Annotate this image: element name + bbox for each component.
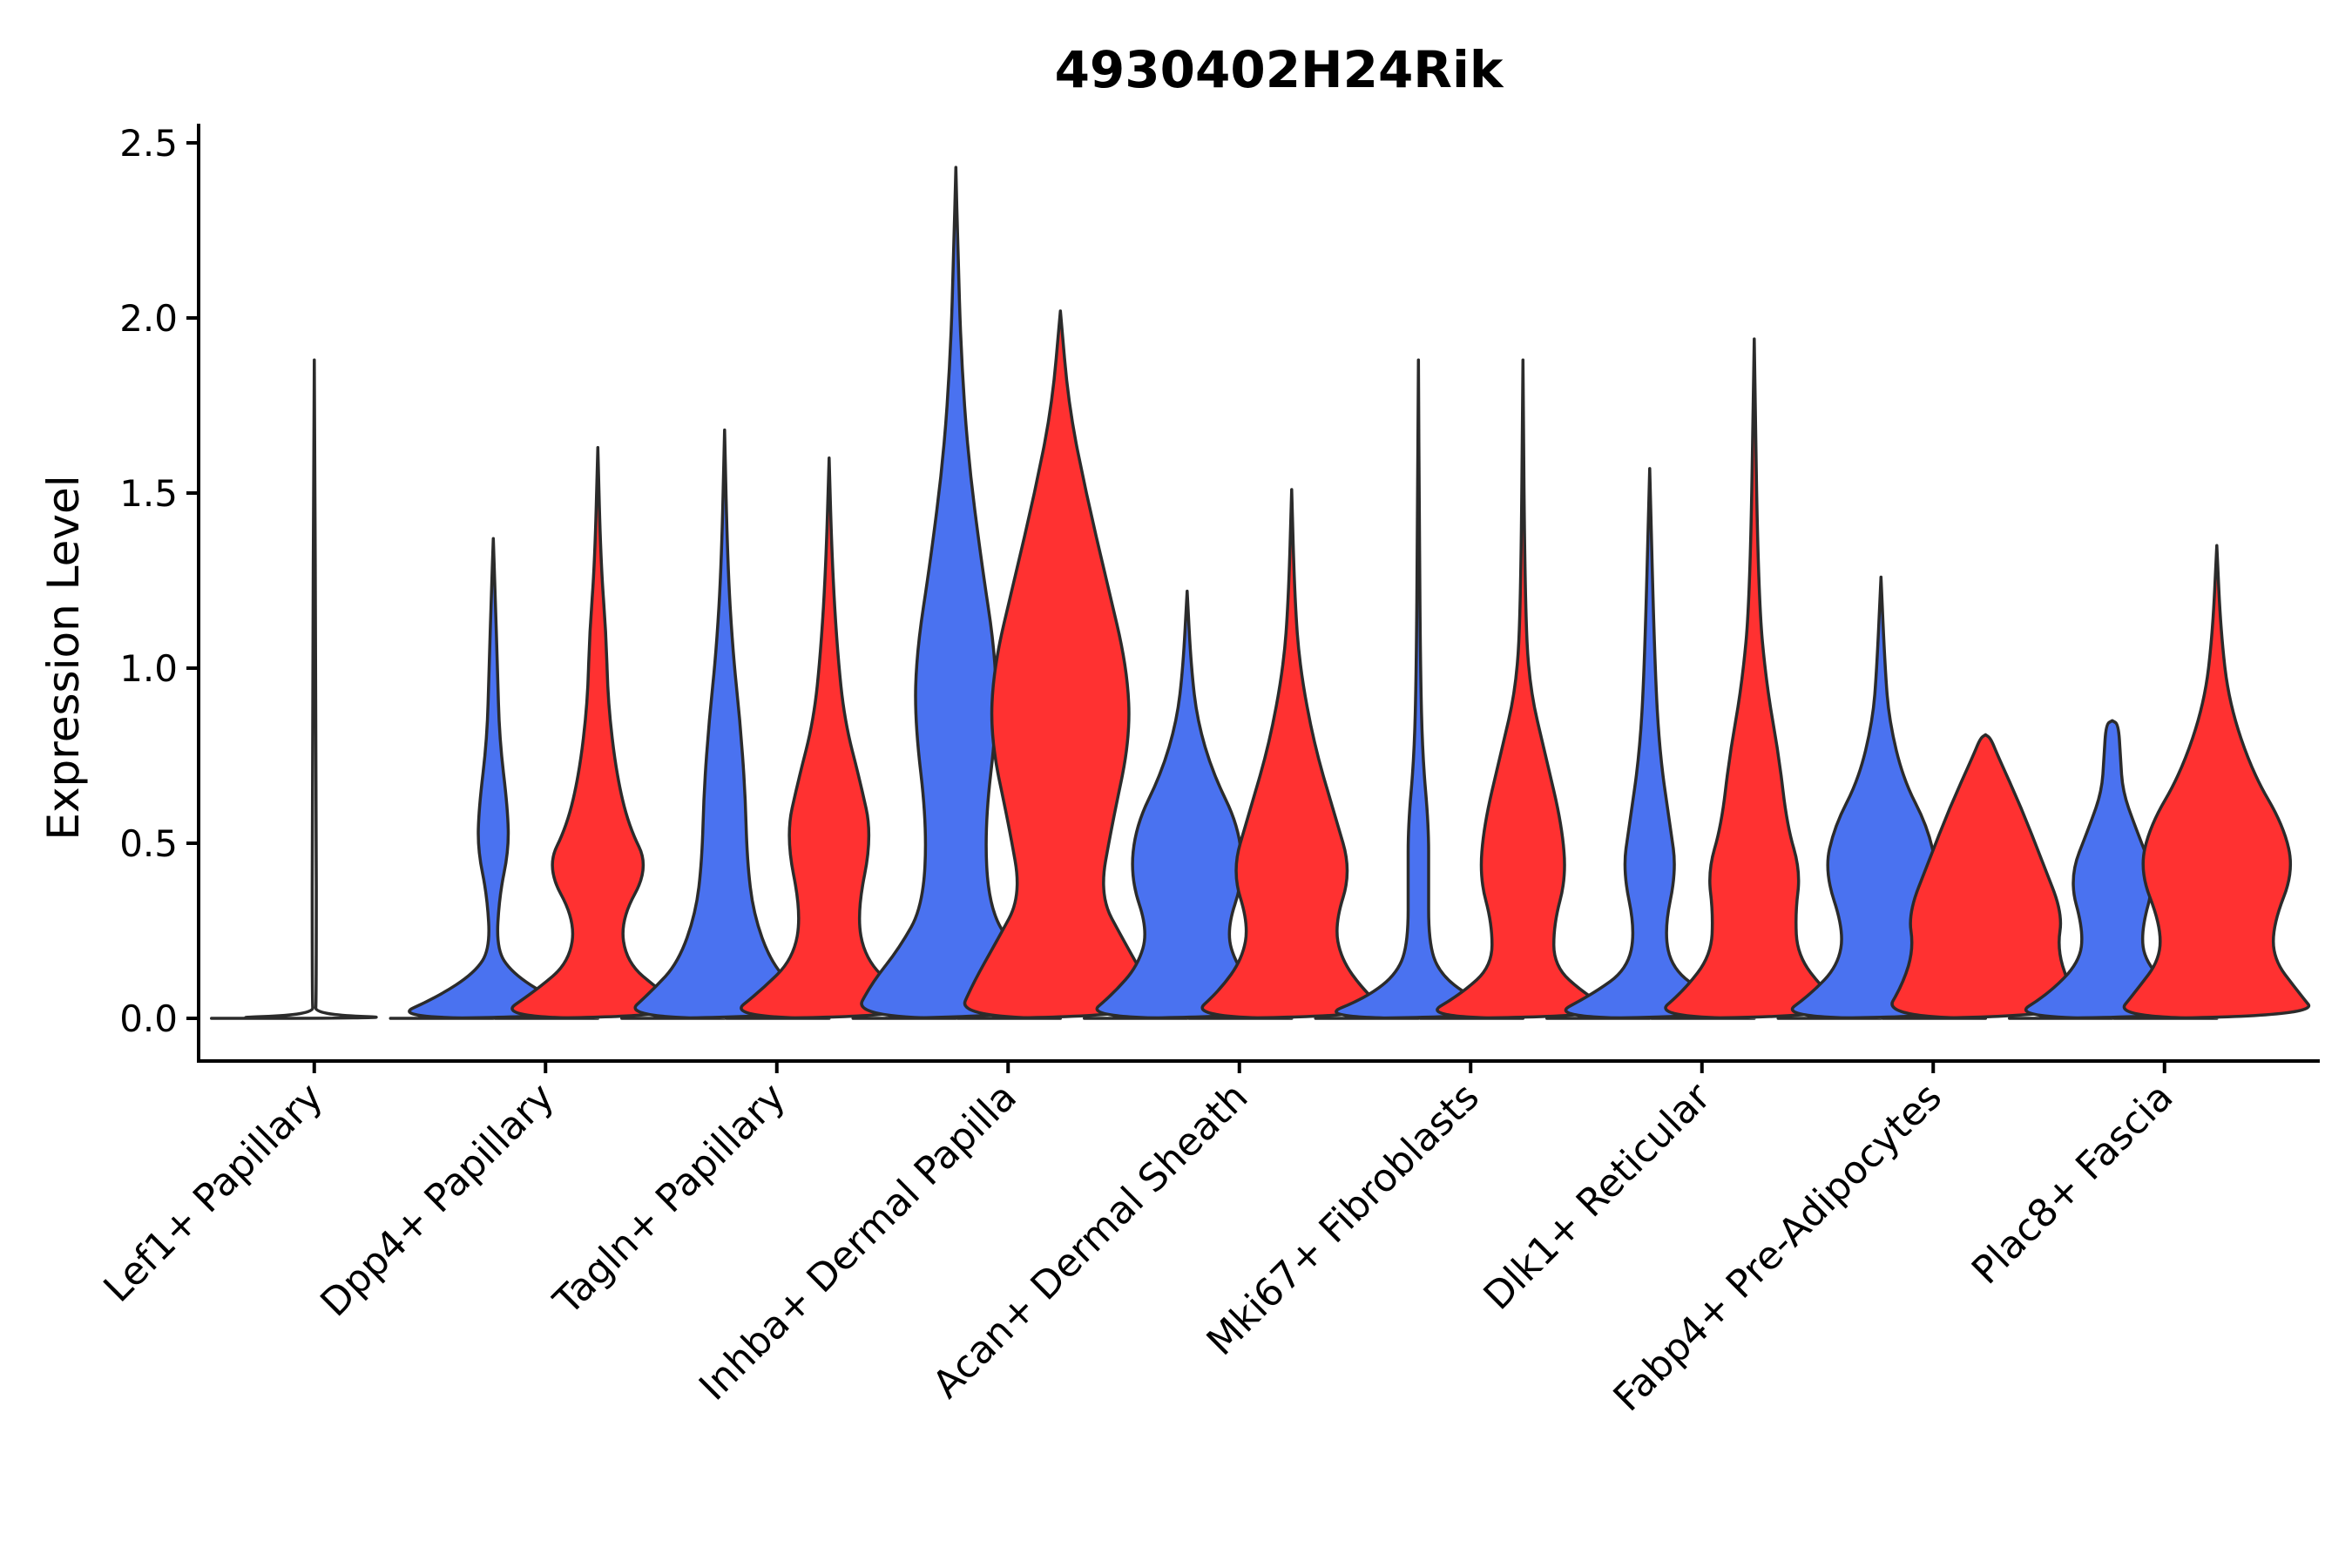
- violin-group2: [956, 309, 1158, 1020]
- violin-group1: [210, 358, 378, 1020]
- violin-group1: [1545, 467, 1734, 1020]
- violin-group2: [1650, 337, 1844, 1020]
- violin-group1: [851, 166, 1051, 1020]
- violin-group2: [2112, 544, 2311, 1020]
- y-tick-label: 2.5: [119, 122, 178, 165]
- y-tick-label: 1.0: [119, 647, 178, 690]
- y-tick-label: 0.0: [119, 997, 178, 1040]
- violin-group2: [725, 456, 917, 1020]
- violin-group1: [1083, 589, 1279, 1020]
- violin-group2: [1881, 733, 2080, 1020]
- y-axis: 0.0 0.5 1.0 1.5 2.0 2.5: [119, 122, 199, 1040]
- violin-group2: [1187, 488, 1382, 1020]
- chart-title: 4930402H24Rik: [1055, 40, 1504, 99]
- violin-group1: [389, 537, 577, 1020]
- violin-group2: [493, 445, 684, 1020]
- y-axis-label: Expression Level: [38, 475, 89, 840]
- violin-group1: [1314, 358, 1500, 1020]
- x-tick-label: Lef1+ Papillary: [95, 1075, 331, 1311]
- violin-group1: [2008, 719, 2199, 1020]
- violin-group2: [1418, 358, 1609, 1020]
- y-tick-label: 2.0: [119, 297, 178, 340]
- violin-group1: [620, 428, 814, 1020]
- x-tick-label: Dlk1+ Reticular: [1476, 1074, 1720, 1319]
- y-tick-label: 0.5: [119, 822, 178, 865]
- y-tick-label: 1.5: [119, 472, 178, 515]
- x-tick-label: Tagln+ Papillary: [544, 1075, 794, 1324]
- x-tick-label: Plac8+ Fascia: [1963, 1075, 2182, 1294]
- x-tick-label: Dpp4+ Papillary: [312, 1075, 563, 1326]
- violin-group: [210, 166, 2311, 1020]
